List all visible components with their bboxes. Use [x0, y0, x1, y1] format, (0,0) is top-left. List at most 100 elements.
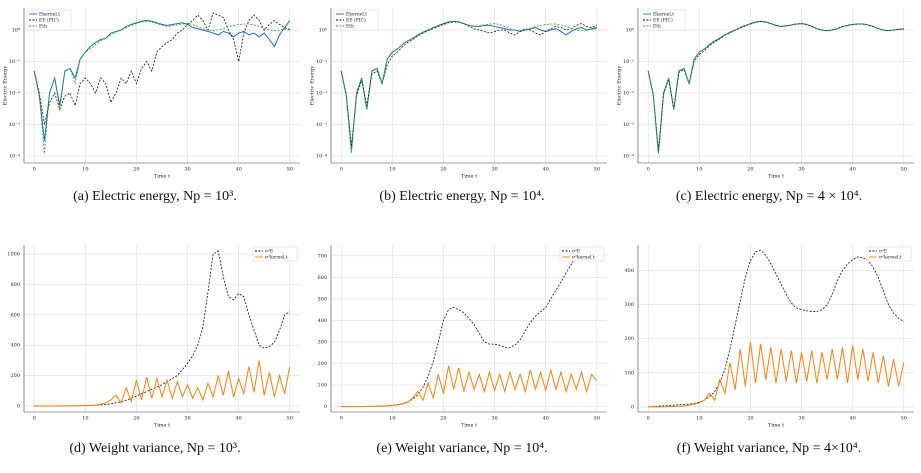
legend-box [252, 246, 298, 262]
subplot: 0 200 400 600 800 1000 0 10 20 30 40 50 Time t σ²Eσ²k… [7, 245, 300, 456]
y-tick-label: 10⁻² [623, 91, 634, 97]
x-tick-label: 30 [184, 167, 190, 173]
y-tick-label: 100 [317, 383, 327, 389]
x-axis-label: Time t [154, 174, 170, 180]
legend-box [640, 9, 686, 31]
x-tick-label: 40 [849, 167, 855, 173]
legend-label: Eth [39, 24, 47, 30]
y-tick-label: 10⁰ [12, 28, 20, 34]
subplot: 10⁻⁴ 10⁻³ 10⁻² 10⁻¹ 10⁰ 0 10 20 30 40 50 Time t Elec… [3, 8, 300, 204]
y-tick-label: 10⁻⁴ [316, 154, 327, 160]
legend-box [26, 9, 72, 31]
legend-label: Eth [653, 24, 661, 30]
caption: (e) Weight variance, Np = 10⁴. [376, 441, 547, 456]
y-tick-label: 10⁻³ [9, 122, 20, 128]
x-tick-label: 30 [491, 167, 497, 173]
y-tick-label: 100 [624, 370, 634, 376]
x-tick-label: 30 [184, 416, 190, 422]
x-tick-label: 20 [133, 416, 139, 422]
x-tick-label: 50 [594, 167, 600, 173]
x-tick-label: 10 [389, 167, 395, 173]
x-tick-label: 20 [747, 167, 753, 173]
y-tick-label: 200 [317, 361, 327, 367]
x-tick-label: 40 [235, 167, 241, 173]
y-tick-label: 400 [10, 343, 20, 349]
legend-label: EE (PIC) [346, 17, 366, 24]
x-tick-label: 10 [82, 416, 88, 422]
legend-label: Ekernel,t [346, 12, 367, 18]
series-line [341, 365, 598, 408]
subplot: 0 100 200 300 400 500 600 700 0 10 20 30 40 50 Time t σ… [317, 245, 607, 456]
series-line [647, 20, 904, 154]
x-tick-label: 50 [901, 416, 907, 422]
y-tick-label: 200 [624, 336, 634, 342]
y-tick-label: 600 [317, 275, 327, 281]
y-tick-label: 10⁻³ [623, 122, 634, 128]
subplot: 10⁻⁴ 10⁻³ 10⁻² 10⁻¹ 10⁰ 0 10 20 30 40 50 Time t Elec… [310, 8, 607, 204]
plot-area [638, 8, 914, 163]
series-line [33, 20, 291, 142]
legend-label: EE (PIC) [39, 17, 59, 24]
x-tick-label: 20 [440, 416, 446, 422]
y-tick-label: 200 [10, 373, 20, 379]
caption: (c) Electric energy, Np = 4 × 10⁴. [676, 189, 862, 204]
plot-area [331, 245, 607, 412]
y-tick-label: 0 [17, 403, 20, 409]
y-tick-label: 10⁻¹ [623, 59, 634, 65]
legend-label: σ²kernel,t [265, 255, 288, 261]
series-line [648, 342, 905, 408]
plot-area [24, 8, 300, 163]
y-tick-label: 300 [317, 339, 327, 345]
x-tick-label: 0 [647, 167, 650, 173]
subplot: 10⁻⁴ 10⁻³ 10⁻² 10⁻¹ 10⁰ 0 10 20 30 40 50 Time t Elec… [617, 8, 914, 204]
legend-label: σ²kernel,t [572, 255, 595, 261]
legend-label: σ²kernel,t [879, 255, 902, 261]
x-tick-label: 30 [491, 416, 497, 422]
y-tick-label: 400 [624, 268, 634, 274]
y-tick-label: 0 [324, 404, 327, 410]
caption: (a) Electric energy, Np = 10³. [73, 189, 237, 204]
y-tick-label: 800 [10, 282, 20, 288]
y-tick-label: 700 [317, 253, 327, 259]
caption: (b) Electric energy, Np = 10⁴. [379, 189, 544, 204]
series-line [340, 20, 597, 154]
series-line [33, 20, 290, 154]
y-tick-label: 10⁰ [626, 28, 634, 34]
caption: (f) Weight variance, Np = 4×10⁴. [677, 441, 862, 456]
plot-area [638, 245, 914, 412]
y-tick-label: 10⁻² [9, 91, 20, 97]
y-tick-label: 1000 [7, 252, 20, 258]
x-axis-label: Time t [768, 423, 784, 429]
x-axis-label: Time t [461, 174, 477, 180]
x-tick-label: 40 [542, 416, 548, 422]
x-tick-label: 10 [696, 416, 702, 422]
series-line [648, 249, 905, 408]
y-tick-label: 10⁰ [319, 28, 327, 34]
series-line [34, 360, 291, 407]
x-tick-label: 50 [287, 416, 293, 422]
x-tick-label: 50 [901, 167, 907, 173]
x-axis-label: Time t [768, 174, 784, 180]
x-tick-label: 10 [82, 167, 88, 173]
y-axis-label: Electric Energy [3, 66, 9, 106]
y-tick-label: 10⁻² [316, 91, 327, 97]
x-tick-label: 30 [798, 416, 804, 422]
y-tick-label: 10⁻³ [316, 122, 327, 128]
y-tick-label: 400 [317, 318, 327, 324]
y-tick-label: 0 [631, 404, 634, 410]
x-axis-label: Time t [154, 423, 170, 429]
x-tick-label: 10 [389, 416, 395, 422]
x-tick-label: 0 [340, 167, 343, 173]
legend-label: σ²E [879, 249, 887, 255]
x-tick-label: 0 [33, 416, 36, 422]
y-tick-label: 10⁻¹ [9, 59, 20, 65]
x-tick-label: 50 [594, 416, 600, 422]
legend-label: EE (PIC) [653, 17, 673, 24]
legend-label: Ekernel,t [39, 12, 60, 18]
x-tick-label: 20 [747, 416, 753, 422]
y-tick-label: 10⁻¹ [316, 59, 327, 65]
x-tick-label: 40 [849, 416, 855, 422]
x-tick-label: 50 [287, 167, 293, 173]
legend-label: σ²E [265, 249, 273, 255]
